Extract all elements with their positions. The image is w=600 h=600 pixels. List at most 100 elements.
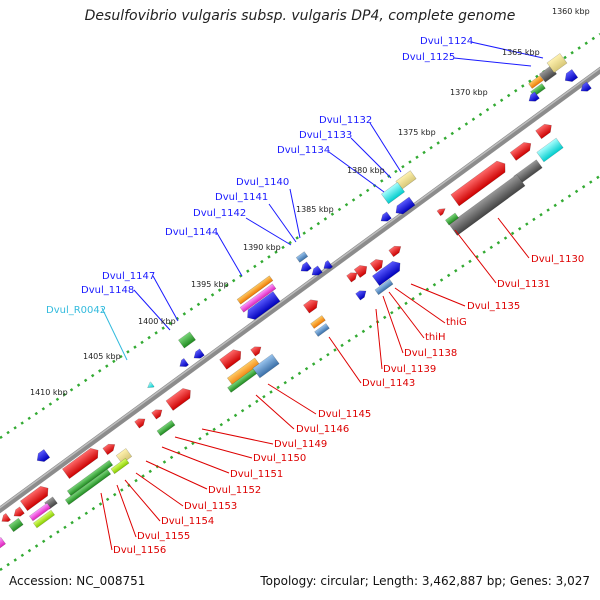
gene-feature[interactable] (393, 196, 416, 217)
gene-feature[interactable] (115, 448, 133, 464)
gene-label[interactable]: Dvul_1133 (299, 130, 352, 141)
label-leader-line (133, 289, 171, 331)
gene-feature[interactable] (177, 358, 189, 369)
label-leader-line (410, 283, 466, 307)
gene-label[interactable]: Dvul_1144 (165, 227, 218, 238)
gene-label[interactable]: Dvul_1154 (161, 516, 214, 527)
gene-label[interactable]: Dvul_1138 (404, 348, 457, 359)
gene-feature[interactable] (445, 212, 459, 226)
gene-feature[interactable] (110, 457, 130, 475)
label-leader-line (152, 275, 179, 322)
inner-tick-ring (0, 174, 600, 572)
gene-feature[interactable] (239, 283, 277, 313)
gene-feature[interactable] (0, 537, 6, 549)
gene-feature[interactable] (64, 468, 112, 506)
gene-feature[interactable] (536, 137, 564, 163)
gene-feature[interactable] (33, 509, 55, 529)
gene-feature[interactable] (29, 502, 51, 522)
gene-label[interactable]: Dvul_1140 (236, 177, 289, 188)
gene-feature[interactable] (436, 206, 447, 217)
gene-label[interactable]: Dvul_1147 (102, 271, 155, 282)
gene-feature[interactable] (450, 158, 509, 207)
gene-feature[interactable] (102, 441, 117, 456)
gene-feature[interactable] (192, 348, 205, 361)
genome-backbone-highlight (0, 67, 600, 509)
gene-label[interactable]: Dvul_1131 (497, 279, 550, 290)
gene-feature[interactable] (346, 270, 360, 283)
gene-feature[interactable] (252, 353, 280, 379)
gene-label[interactable]: Dvul_1145 (318, 409, 371, 420)
gene-label[interactable]: Dvul_1148 (81, 285, 134, 296)
gene-feature[interactable] (61, 445, 101, 480)
gene-feature[interactable] (535, 121, 555, 140)
gene-label[interactable]: Dvul_R0042 (46, 305, 106, 316)
gene-feature[interactable] (20, 483, 51, 512)
gene-label[interactable]: thiG (446, 317, 467, 328)
gene-feature[interactable] (310, 265, 323, 278)
gene-feature[interactable] (579, 81, 592, 94)
gene-feature[interactable] (353, 262, 370, 278)
gene-feature[interactable] (12, 506, 25, 519)
label-leader-line (454, 229, 497, 284)
gene-feature[interactable] (372, 258, 403, 287)
gene-feature[interactable] (310, 315, 326, 329)
gene-label[interactable]: Dvul_1132 (319, 115, 372, 126)
gene-label[interactable]: thiH (425, 332, 446, 343)
gene-feature[interactable] (66, 459, 114, 497)
gene-feature[interactable] (562, 69, 579, 84)
gene-label[interactable]: Dvul_1142 (193, 208, 246, 219)
gene-label[interactable]: Dvul_1149 (274, 439, 327, 450)
label-leader-line (145, 460, 208, 490)
gene-label[interactable]: Dvul_1150 (253, 453, 306, 464)
gene-feature[interactable] (303, 297, 320, 314)
gene-label[interactable]: Dvul_1134 (277, 145, 330, 156)
gene-feature[interactable] (448, 174, 526, 236)
gene-feature[interactable] (374, 278, 394, 296)
gene-feature[interactable] (34, 449, 51, 464)
gene-feature[interactable] (388, 243, 403, 258)
gene-feature[interactable] (528, 75, 544, 89)
gene-feature[interactable] (146, 381, 155, 390)
gene-feature[interactable] (295, 251, 309, 263)
gene-label[interactable]: Dvul_1135 (467, 301, 520, 312)
gene-label[interactable]: Dvul_1153 (184, 501, 237, 512)
gene-feature[interactable] (355, 288, 369, 301)
gene-feature[interactable] (178, 331, 196, 349)
label-leader-line (350, 137, 392, 179)
gene-label[interactable]: Dvul_1141 (215, 192, 268, 203)
gene-label[interactable]: Dvul_1125 (402, 52, 455, 63)
label-leader-line (375, 308, 383, 370)
gene-label[interactable]: Dvul_1139 (383, 364, 436, 375)
gene-feature[interactable] (321, 260, 333, 271)
gene-feature[interactable] (151, 407, 165, 420)
gene-feature[interactable] (250, 344, 264, 357)
gene-feature[interactable] (381, 181, 405, 205)
gene-feature[interactable] (379, 211, 392, 224)
gene-label[interactable]: Dvul_1156 (113, 545, 166, 556)
label-leaders (100, 41, 544, 551)
gene-feature[interactable] (134, 416, 148, 429)
gene-label[interactable]: Dvul_1124 (420, 36, 473, 47)
gene-feature[interactable] (314, 323, 330, 337)
gene-feature[interactable] (8, 517, 24, 533)
gene-label[interactable]: Dvul_1151 (230, 469, 283, 480)
gene-feature[interactable] (156, 419, 176, 437)
gene-feature[interactable] (509, 139, 534, 161)
label-leader-line (470, 41, 544, 59)
gene-label[interactable]: Dvul_1143 (362, 378, 415, 389)
gene-feature[interactable] (527, 91, 540, 104)
gene-feature[interactable] (236, 275, 274, 305)
gene-label[interactable]: Dvul_1130 (531, 254, 584, 265)
gene-feature[interactable] (244, 291, 281, 323)
gene-label[interactable]: Dvul_1155 (137, 531, 190, 542)
gene-feature[interactable] (0, 513, 11, 524)
scale-labels: 1360 kbp 1365 kbp 1370 kbp 1375 kbp 1380… (30, 7, 590, 397)
gene-feature[interactable] (219, 347, 245, 370)
gene-label[interactable]: Dvul_1146 (296, 424, 349, 435)
gene-label[interactable]: Dvul_1152 (208, 485, 261, 496)
gene-feature[interactable] (369, 256, 386, 272)
gene-feature[interactable] (299, 261, 312, 274)
gene-feature[interactable] (546, 53, 568, 73)
gene-feature[interactable] (165, 385, 194, 411)
scale-label: 1395 kbp (191, 280, 229, 289)
